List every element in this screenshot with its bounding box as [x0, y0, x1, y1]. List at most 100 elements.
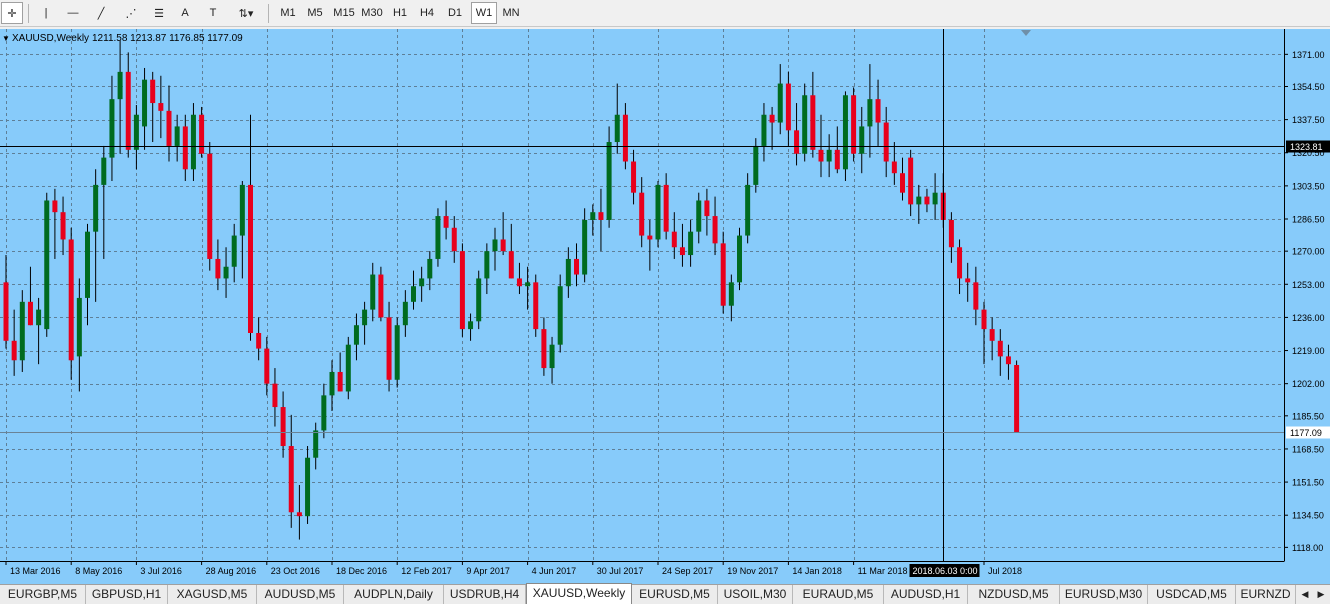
vertical-line-icon[interactable]: |: [44, 7, 48, 19]
timeframe-button-w1[interactable]: W1: [471, 2, 497, 24]
candle-body: [973, 282, 979, 310]
candle-body: [199, 114, 205, 154]
timeframe-button-h4[interactable]: H4: [419, 7, 435, 19]
time-axis: 13 Mar 2016 8 May 2016 3 Jul 2016 28 Aug 20…: [0, 561, 1285, 577]
text-icon[interactable]: A: [181, 7, 189, 19]
candle-body: [818, 149, 824, 162]
candle-body: [582, 219, 588, 275]
candle-body: [981, 309, 987, 330]
candle-body: [476, 278, 482, 322]
candle-body: [52, 200, 58, 213]
candle-body: [85, 231, 90, 298]
candle-body: [117, 71, 123, 100]
candle-body: [402, 301, 408, 326]
candle-body: [883, 122, 889, 162]
candle-body: [989, 329, 995, 341]
chart-tab[interactable]: NZDUSD,M5: [968, 585, 1060, 604]
price-tick-label: 1303.50: [1292, 181, 1325, 191]
candle-body: [761, 114, 767, 146]
price-tick-label: 1337.50: [1292, 115, 1325, 125]
trendline-icon[interactable]: ╱: [97, 7, 105, 20]
fibonacci-fan-icon[interactable]: ⋰: [125, 7, 137, 20]
fibonacci-retracement-icon[interactable]: ☰: [154, 7, 164, 20]
scroll-left-icon[interactable]: ◀: [1301, 589, 1309, 599]
candle-body: [671, 231, 677, 248]
chart-tab[interactable]: USDCAD,M5: [1148, 585, 1236, 604]
candle-body: [492, 239, 498, 252]
candle-body: [557, 286, 563, 345]
chart-tab[interactable]: XAGUSD,M5: [168, 585, 257, 604]
price-tick-label: 1185.50: [1292, 411, 1324, 421]
chart-tab[interactable]: USOIL,M30: [718, 585, 793, 604]
chart-tab[interactable]: GBPUSD,H1: [86, 585, 168, 604]
chart-tab[interactable]: AUDUSD,H1: [884, 585, 968, 604]
candle-body: [842, 95, 848, 170]
candle-body: [688, 231, 694, 256]
candle-body: [60, 212, 66, 240]
candle-body: [142, 79, 148, 127]
timeframe-button-m15[interactable]: M15: [333, 7, 355, 19]
price-axis-background: [1284, 29, 1330, 561]
timeframe-button-m5[interactable]: M5: [307, 7, 323, 19]
candle-body: [598, 212, 604, 220]
candle-body: [533, 282, 539, 330]
candle-body: [231, 235, 237, 267]
chart-tab[interactable]: XAUUSD,Weekly: [526, 583, 632, 604]
candle-body: [916, 196, 922, 205]
candle-body: [932, 192, 938, 205]
crosshair-price-label: 1323.81: [1290, 142, 1323, 152]
candle-body: [36, 309, 42, 326]
chart-tab[interactable]: EURGBP,M5: [0, 585, 86, 604]
candle-body: [468, 321, 474, 330]
horizontal-line-icon[interactable]: —: [67, 7, 79, 19]
candle-body: [704, 200, 710, 217]
candle-body: [826, 149, 832, 162]
candle-body: [802, 95, 808, 154]
chart-tab[interactable]: AUDPLN,Daily: [344, 585, 444, 604]
time-tick-label: 24 Sep 2017: [662, 566, 713, 576]
chart-shift-marker-icon[interactable]: [1021, 30, 1031, 36]
price-tick-label: 1219.00: [1292, 346, 1325, 356]
crosshair-icon[interactable]: ✛: [1, 2, 23, 24]
candle-body: [378, 274, 384, 318]
chart-tab[interactable]: USDRUB,H4: [444, 585, 526, 604]
arrows-icon[interactable]: ⇅▾: [238, 7, 254, 20]
candle-body: [362, 309, 368, 326]
chart-overlay: [0, 29, 1284, 561]
candle-body: [190, 114, 196, 170]
time-tick-label: 12 Feb 2017: [401, 566, 452, 576]
price-tick-label: 1354.50: [1292, 82, 1325, 92]
text-label-icon[interactable]: T: [209, 7, 217, 19]
candle-body: [900, 173, 905, 193]
price-chart[interactable]: 1371.00 1354.50 1337.50 1320.50 1303.50 1286.…: [0, 29, 1330, 584]
candle-body: [68, 239, 74, 361]
price-tick-label: 1134.50: [1292, 511, 1324, 521]
candle-body: [44, 200, 50, 330]
candle-body: [622, 114, 628, 162]
candle-body: [174, 126, 180, 146]
candle-body: [1014, 364, 1020, 433]
timeframe-button-d1[interactable]: D1: [447, 7, 463, 19]
timeframe-button-m30[interactable]: M30: [361, 7, 383, 19]
timeframe-button-m1[interactable]: M1: [280, 7, 296, 19]
chart-tab[interactable]: EURAUD,M5: [793, 585, 884, 604]
candle-body: [133, 114, 139, 150]
timeframe-button-mn[interactable]: MN: [502, 7, 520, 19]
candle-body: [851, 95, 857, 154]
candle-body: [712, 216, 718, 244]
candle-body: [867, 99, 873, 127]
chart-tab[interactable]: EURNZD: [1236, 585, 1296, 604]
candle-body: [525, 282, 531, 287]
chart-tab[interactable]: AUDUSD,M5: [257, 585, 344, 604]
candle-body: [459, 251, 465, 330]
scroll-right-icon[interactable]: ▶: [1317, 589, 1325, 599]
time-tick-label: 23 Oct 2016: [271, 566, 320, 576]
chart-tab[interactable]: EURUSD,M5: [632, 585, 718, 604]
toolbar-separator: [28, 4, 29, 23]
candle-body: [541, 329, 547, 369]
time-tick-label: 9 Apr 2017: [466, 566, 510, 576]
candle-body: [272, 383, 278, 408]
candle-body: [834, 149, 840, 170]
timeframe-button-h1[interactable]: H1: [392, 7, 408, 19]
chart-tab[interactable]: EURUSD,M30: [1060, 585, 1148, 604]
